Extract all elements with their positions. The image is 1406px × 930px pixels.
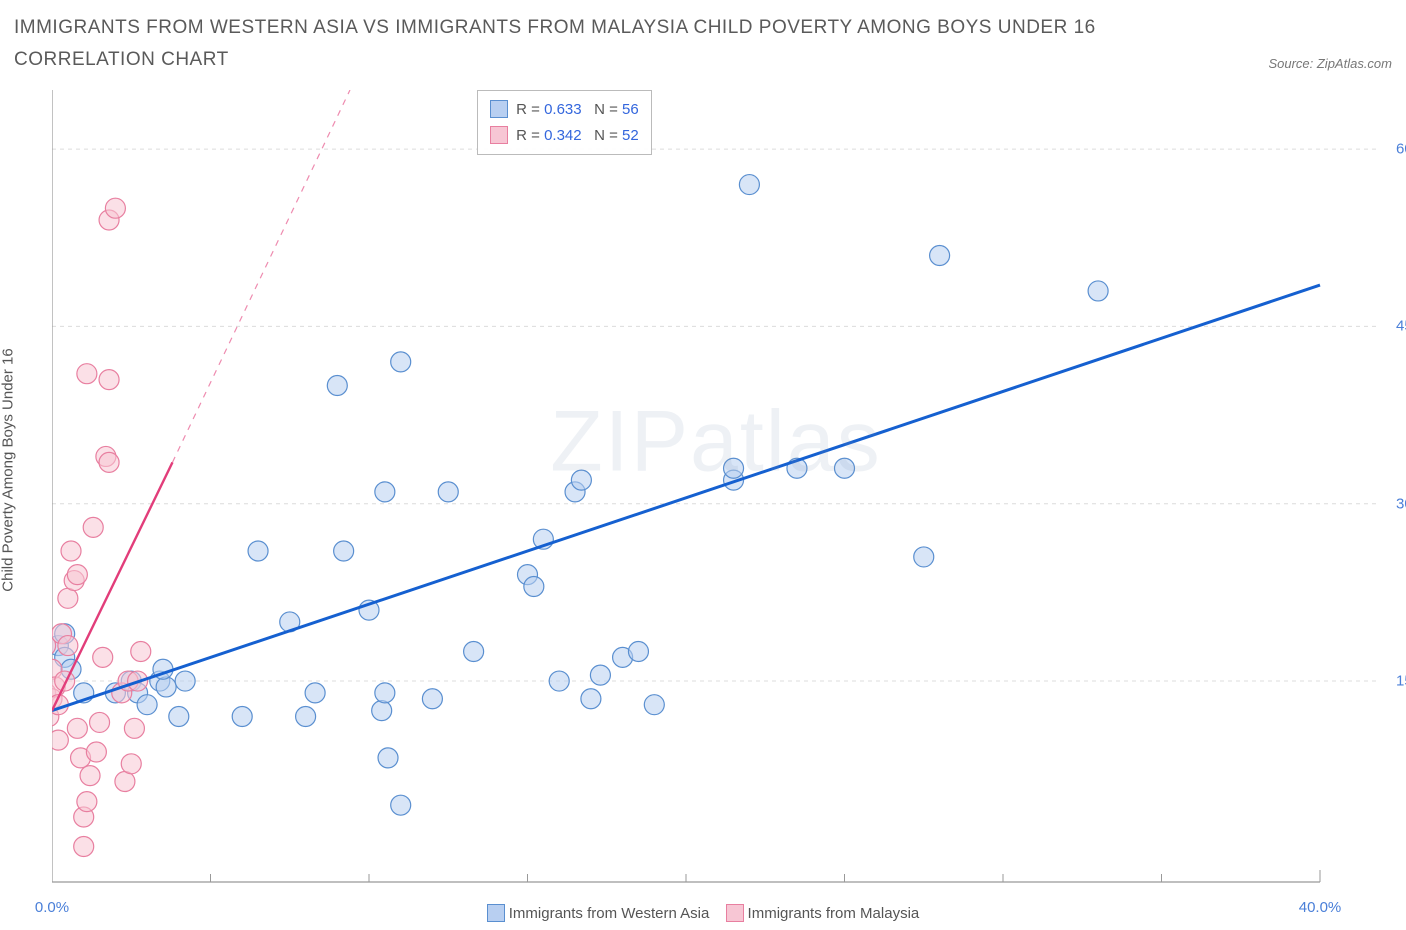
stats-row: R = 0.633 N = 56	[490, 97, 639, 123]
y-tick-label: 15.0%	[1386, 673, 1406, 690]
swatch-icon	[726, 904, 744, 922]
source-credit: Source: ZipAtlas.com	[1268, 56, 1392, 71]
y-axis-label: Child Poverty Among Boys Under 16	[0, 348, 17, 591]
y-tick-label: 60.0%	[1386, 141, 1406, 158]
scatter-plot	[52, 90, 1380, 890]
stats-row: R = 0.342 N = 52	[490, 123, 639, 149]
swatch-icon	[490, 100, 508, 118]
source-name: ZipAtlas.com	[1317, 56, 1392, 71]
legend-label: Immigrants from Western Asia	[509, 905, 710, 922]
legend-label: Immigrants from Malaysia	[748, 905, 920, 922]
source-label: Source:	[1268, 56, 1316, 71]
legend-item-series2: Immigrants from Malaysia	[726, 905, 920, 922]
swatch-icon	[490, 126, 508, 144]
chart-title: IMMIGRANTS FROM WESTERN ASIA VS IMMIGRAN…	[14, 12, 1114, 77]
stats-legend: R = 0.633 N = 56 R = 0.342 N = 52	[477, 90, 652, 155]
bottom-legend: Immigrants from Western Asia Immigrants …	[0, 904, 1406, 922]
legend-item-series1: Immigrants from Western Asia	[487, 905, 714, 922]
chart-area: ZIPatlas 15.0%30.0%45.0%60.0% 0.0%40.0% …	[52, 90, 1380, 890]
swatch-icon	[487, 904, 505, 922]
y-tick-label: 30.0%	[1386, 495, 1406, 512]
y-tick-label: 45.0%	[1386, 318, 1406, 335]
